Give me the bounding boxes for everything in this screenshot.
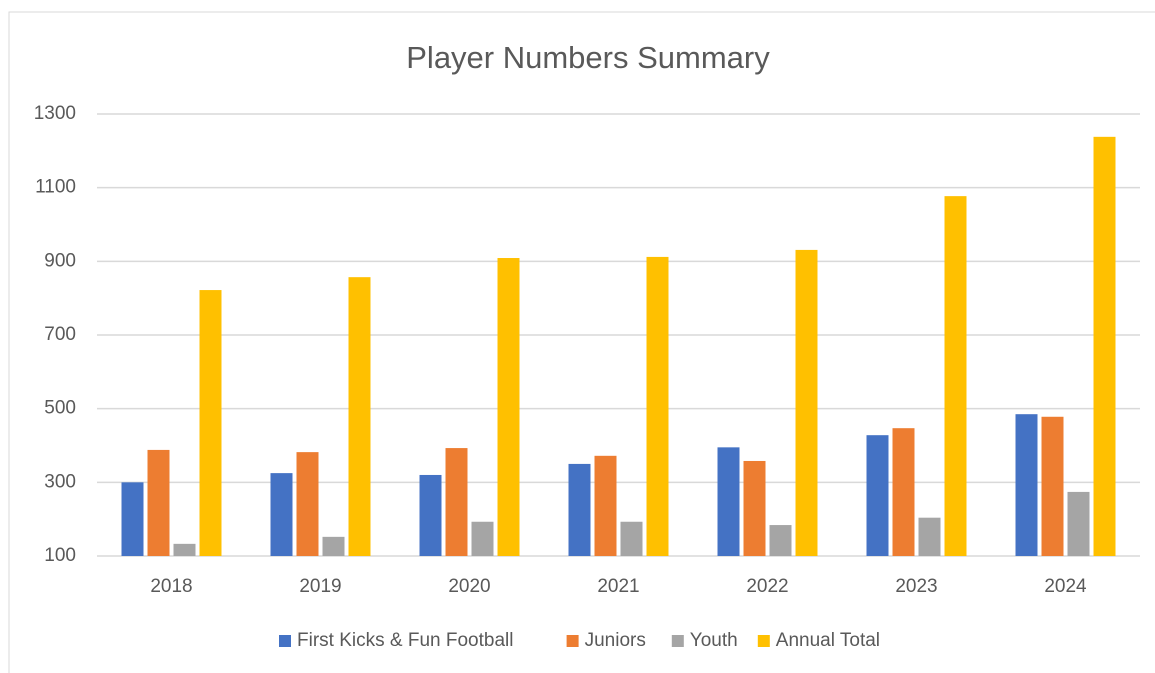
bar xyxy=(348,277,371,556)
x-tick-label: 2018 xyxy=(150,576,192,597)
legend-swatch xyxy=(566,635,579,647)
bar xyxy=(270,473,293,556)
chart-frame xyxy=(8,11,1155,673)
bar xyxy=(419,474,442,556)
legend-label: Youth xyxy=(690,630,738,651)
bar xyxy=(1041,416,1064,556)
y-tick-label: 700 xyxy=(44,324,76,345)
bar xyxy=(173,543,196,556)
bar xyxy=(944,196,967,556)
bar xyxy=(121,482,144,556)
x-tick-label: 2021 xyxy=(597,576,639,597)
bar xyxy=(769,525,792,556)
bar xyxy=(199,290,222,556)
bar xyxy=(918,517,941,556)
y-tick-label: 900 xyxy=(44,250,76,271)
y-tick-label: 1100 xyxy=(35,177,76,198)
x-tick-label: 2024 xyxy=(1044,576,1087,597)
y-tick-label: 1300 xyxy=(34,103,76,124)
y-tick-label: 500 xyxy=(44,398,76,419)
bar xyxy=(717,447,740,556)
x-tick-label: 2023 xyxy=(895,576,937,597)
bar xyxy=(497,258,520,556)
bar xyxy=(795,249,818,557)
legend-label: Juniors xyxy=(585,630,646,651)
x-tick-label: 2020 xyxy=(448,576,490,597)
bar xyxy=(1067,491,1090,556)
bar xyxy=(620,521,643,556)
bar xyxy=(445,448,468,556)
bar xyxy=(646,256,669,556)
bar xyxy=(1093,136,1116,556)
bar xyxy=(568,463,591,556)
y-tick-label: 300 xyxy=(44,471,76,492)
bar xyxy=(743,460,766,556)
legend-swatch xyxy=(671,635,684,647)
legend-label: Annual Total xyxy=(776,630,880,651)
x-tick-label: 2022 xyxy=(746,576,788,597)
legend-label: First Kicks & Fun Football xyxy=(297,630,513,651)
chart-title: Player Numbers Summary xyxy=(406,40,770,75)
y-tick-label: 100 xyxy=(44,545,76,566)
bar xyxy=(322,536,345,556)
bar xyxy=(471,521,494,556)
legend-swatch xyxy=(279,635,291,647)
bar xyxy=(892,428,915,556)
bar xyxy=(147,449,170,556)
x-tick-label: 2019 xyxy=(299,576,341,597)
bar xyxy=(594,455,617,556)
bar xyxy=(866,435,889,556)
bar xyxy=(296,452,319,556)
legend-swatch xyxy=(757,635,770,647)
bar xyxy=(1015,414,1038,556)
